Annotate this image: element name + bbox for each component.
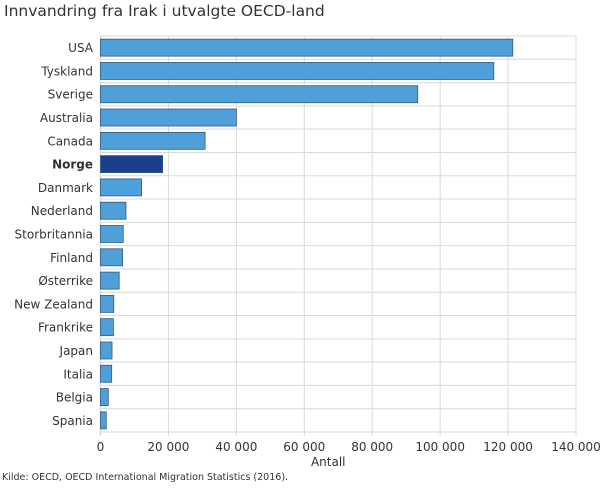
category-label: Spania <box>52 414 93 428</box>
category-label: Østerrike <box>38 274 93 288</box>
x-axis-label: Antall <box>311 455 346 469</box>
x-tick-label: 60 000 <box>283 440 325 454</box>
category-label: Finland <box>50 251 93 265</box>
category-label: Belgia <box>56 391 93 405</box>
source-note: Kilde: OECD, OECD International Migratio… <box>2 472 289 483</box>
category-label: Tyskland <box>40 64 93 78</box>
bar <box>100 341 113 360</box>
bar <box>100 62 495 80</box>
x-tick-label: 80 000 <box>351 440 393 454</box>
bar <box>100 364 113 383</box>
bar <box>100 178 142 197</box>
bar <box>100 108 237 127</box>
category-label: Japan <box>59 344 93 358</box>
bar <box>100 85 419 104</box>
bar <box>100 294 115 313</box>
category-label: USA <box>68 41 94 55</box>
category-label: Italia <box>63 367 93 381</box>
bar <box>100 388 109 406</box>
bar <box>100 38 514 57</box>
category-label: Canada <box>47 134 93 148</box>
bar <box>100 131 206 150</box>
bar <box>100 201 127 220</box>
bar <box>100 271 120 290</box>
bar <box>100 248 123 267</box>
category-label: Frankrike <box>38 321 93 335</box>
category-label: Australia <box>40 111 93 125</box>
x-tick-label: 120 000 <box>483 440 533 454</box>
category-label: Danmark <box>38 181 93 195</box>
category-label: Storbritannia <box>15 228 93 242</box>
x-tick-label: 20 000 <box>147 440 189 454</box>
chart-title: Innvandring fra Irak i utvalgte OECD-lan… <box>4 2 325 20</box>
bar <box>100 318 114 337</box>
x-tick-label: 40 000 <box>215 440 257 454</box>
x-tick-label: 100 000 <box>415 440 465 454</box>
category-label: New Zealand <box>14 297 93 311</box>
bar <box>100 411 107 430</box>
category-label: Norge <box>52 158 93 172</box>
category-label: Sverige <box>48 88 93 102</box>
x-tick-label: 0 <box>97 440 105 454</box>
bar <box>100 225 124 243</box>
x-tick-label: 140 000 <box>551 440 601 454</box>
category-label: Nederland <box>31 204 93 218</box>
bar <box>100 155 164 174</box>
